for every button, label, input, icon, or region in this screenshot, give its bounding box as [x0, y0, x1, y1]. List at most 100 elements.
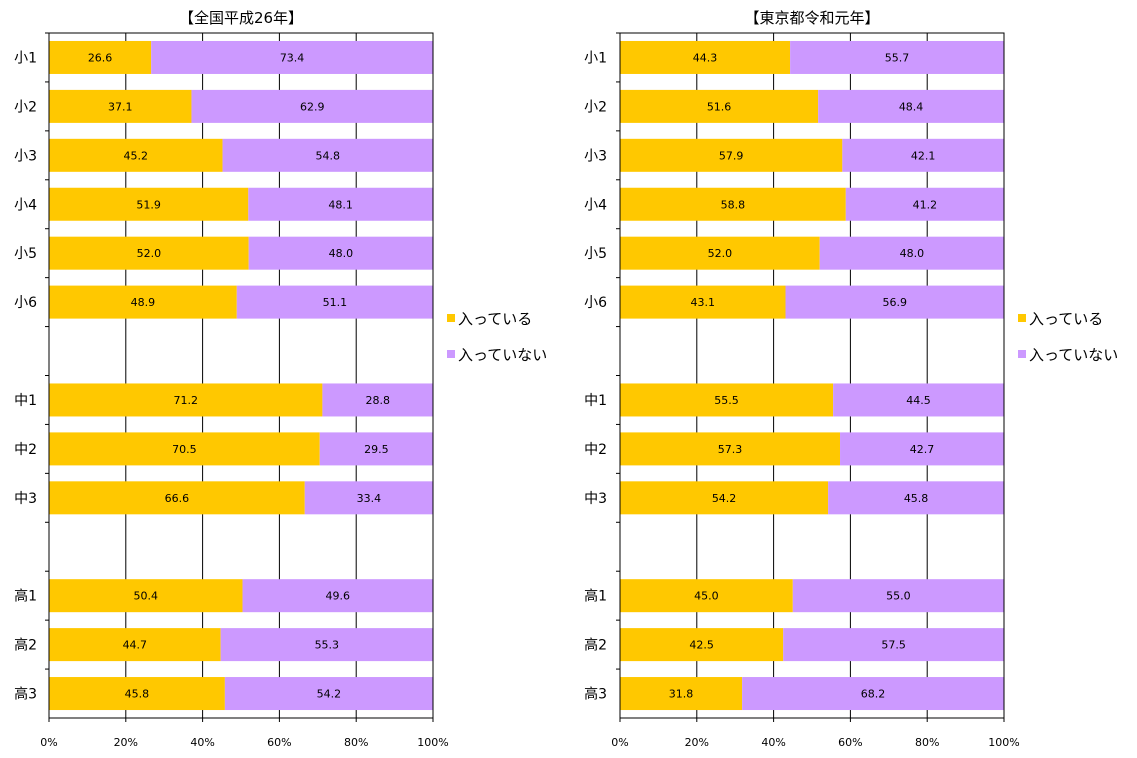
data-label: 41.2 [913, 198, 938, 211]
chart-title: 【全国平成26年】 [179, 9, 303, 27]
x-tick-label: 80% [344, 736, 368, 749]
bar-segment [248, 187, 433, 221]
data-label: 55.0 [886, 590, 911, 603]
bar-segment [236, 285, 433, 319]
category-label: 中2 [584, 442, 607, 458]
data-label: 44.3 [693, 51, 718, 64]
category-label: 小4 [584, 197, 607, 213]
data-label: 49.6 [326, 590, 351, 603]
category-label: 高2 [584, 637, 607, 654]
legend-swatch [1018, 350, 1026, 358]
bar-segment [191, 89, 433, 123]
bar-segment [49, 628, 221, 662]
data-label: 57.3 [718, 443, 743, 456]
bar-segment [742, 677, 1004, 711]
category-label: 高3 [584, 686, 607, 703]
bar-segment [322, 383, 433, 417]
bar-segment [620, 628, 784, 662]
plot-frame [48, 32, 434, 719]
plot-frame [619, 32, 1005, 719]
bar-segment [620, 481, 829, 515]
category-label: 小6 [14, 295, 37, 311]
data-label: 54.8 [316, 149, 341, 162]
data-label: 48.4 [899, 100, 924, 113]
category-label: 中3 [14, 491, 37, 507]
data-label: 51.1 [323, 296, 348, 309]
data-label: 43.1 [691, 296, 716, 309]
data-label: 45.2 [124, 149, 149, 162]
category-label: 高3 [14, 686, 37, 703]
data-label: 48.9 [131, 296, 156, 309]
category-label: 小4 [14, 197, 37, 213]
bar-segment [242, 579, 433, 613]
bar-segment [785, 285, 1004, 319]
x-tick-label: 20% [685, 736, 709, 749]
bar-segment [845, 187, 1004, 221]
chart-left: 【全国平成26年】 26.6 73.4 小1 37.1 62.9 小2 45.2 54.8 小3… [14, 9, 547, 749]
data-label: 55.7 [885, 51, 910, 64]
data-label: 42.5 [689, 639, 714, 652]
bar-segment [620, 432, 841, 466]
bar-segment [222, 138, 433, 172]
category-label: 中1 [584, 393, 607, 409]
data-label: 42.1 [911, 149, 936, 162]
category-label: 中1 [14, 393, 37, 409]
legend-swatch [447, 350, 455, 358]
data-label: 33.4 [357, 492, 382, 505]
bar-segment [49, 236, 249, 270]
category-label: 小5 [584, 246, 607, 262]
data-label: 62.9 [300, 100, 325, 113]
data-label: 31.8 [669, 688, 694, 701]
data-label: 44.7 [123, 639, 148, 652]
bar-segment [620, 40, 791, 74]
category-label: 中3 [584, 491, 607, 507]
data-label: 57.9 [719, 149, 744, 162]
data-label: 42.7 [910, 443, 935, 456]
data-label: 45.8 [125, 688, 150, 701]
data-label: 48.1 [328, 198, 353, 211]
data-label: 68.2 [861, 688, 886, 701]
bar-segment [49, 187, 249, 221]
data-label: 48.0 [329, 247, 354, 260]
data-label: 55.5 [714, 394, 739, 407]
category-label: 小5 [14, 246, 37, 262]
bar-segment [224, 677, 433, 711]
legend-label: 入っている [458, 310, 532, 328]
x-tick-label: 100% [988, 736, 1019, 749]
x-tick-label: 60% [838, 736, 862, 749]
x-tick-label: 80% [915, 736, 939, 749]
x-tick-label: 40% [190, 736, 214, 749]
category-label: 小6 [584, 295, 607, 311]
bar-segment [818, 89, 1004, 123]
bar-segment [620, 89, 819, 123]
bar-segment [49, 432, 320, 466]
legend-label: 入っていない [458, 346, 547, 364]
bar-segment [49, 89, 192, 123]
bar-segment [833, 383, 1004, 417]
data-label: 48.0 [900, 247, 925, 260]
x-tick-label: 0% [40, 736, 57, 749]
bar-segment [620, 187, 846, 221]
bar-segment [620, 677, 743, 711]
category-label: 小3 [14, 148, 37, 164]
bar-segment [792, 579, 1004, 613]
legend-swatch [447, 314, 455, 322]
data-label: 52.0 [137, 247, 162, 260]
bar-segment [304, 481, 433, 515]
legend-swatch [1018, 314, 1026, 322]
bar-segment [840, 432, 1004, 466]
category-label: 小2 [14, 99, 37, 115]
data-label: 66.6 [165, 492, 190, 505]
chart-title: 【東京都令和元年】 [744, 9, 879, 27]
category-label: 小3 [584, 148, 607, 164]
bar-segment [819, 236, 1004, 270]
bar-segment [49, 285, 237, 319]
bar-segment [620, 236, 820, 270]
bar-segment [220, 628, 433, 662]
bar-segment [151, 40, 434, 74]
bar-segment [49, 481, 305, 515]
x-tick-label: 40% [761, 736, 785, 749]
data-label: 70.5 [172, 443, 197, 456]
category-label: 中2 [14, 442, 37, 458]
